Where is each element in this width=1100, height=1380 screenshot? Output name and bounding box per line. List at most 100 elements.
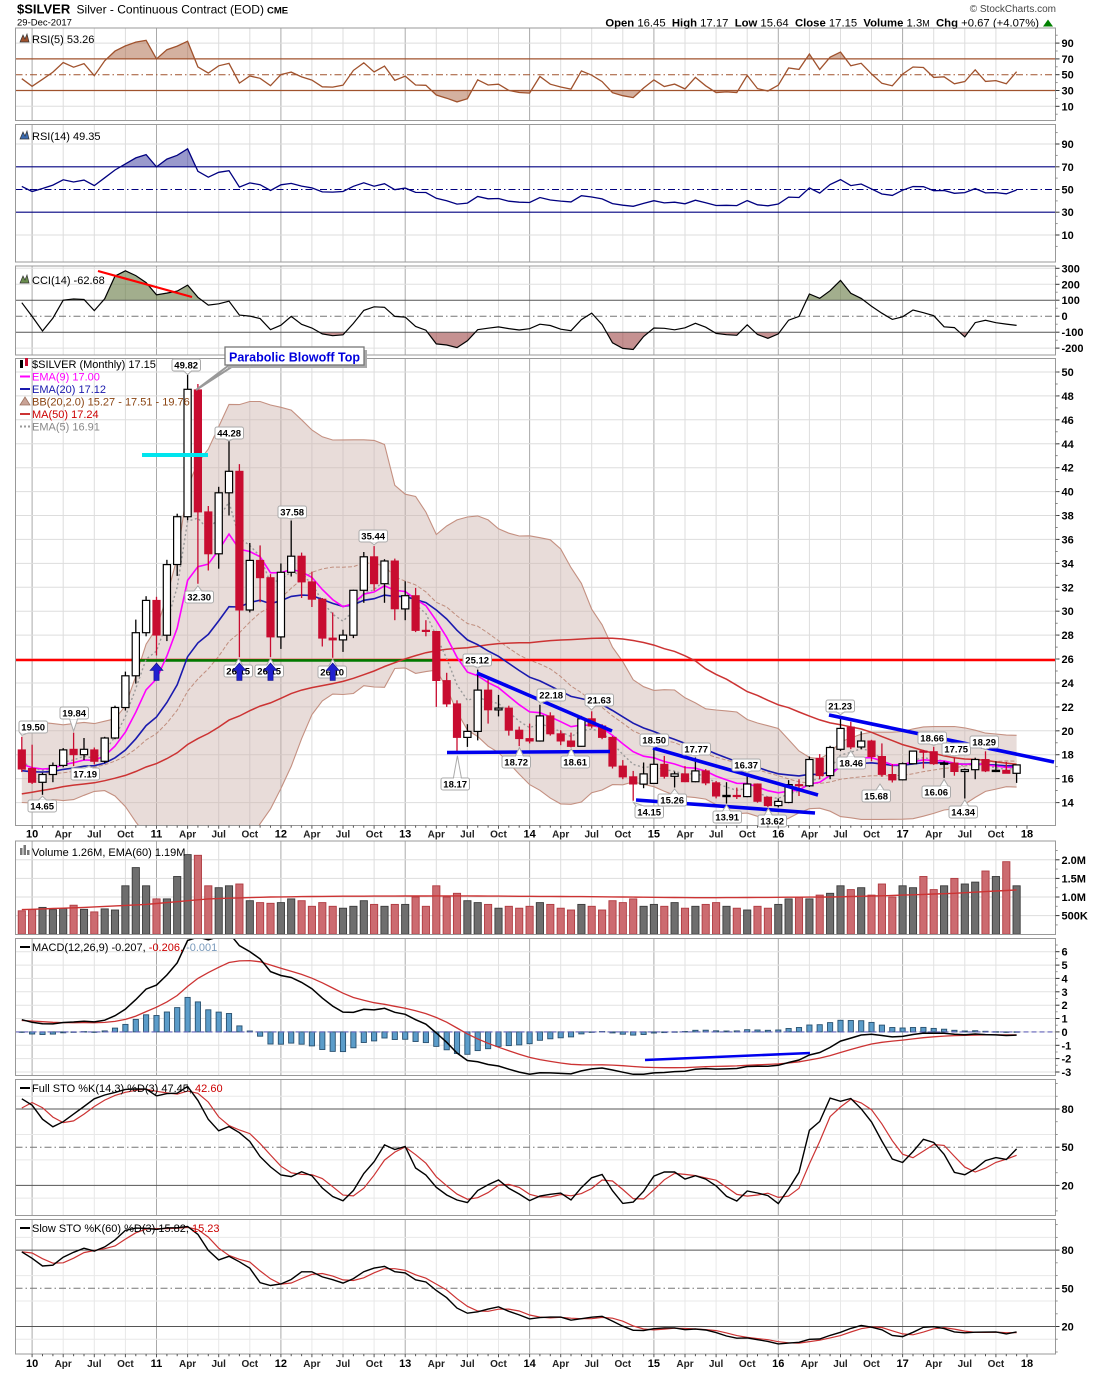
svg-text:Oct: Oct	[241, 830, 258, 841]
svg-text:15.26: 15.26	[660, 796, 684, 807]
svg-text:10: 10	[26, 829, 38, 841]
svg-text:Oct: Oct	[490, 1359, 507, 1370]
svg-text:18: 18	[1021, 1358, 1033, 1370]
svg-text:6: 6	[1062, 947, 1068, 959]
svg-text:Oct: Oct	[988, 1359, 1005, 1370]
svg-text:MACD(12,26,9) -0.207, -0.206,: MACD(12,26,9) -0.207, -0.206, -0.001	[32, 942, 217, 954]
svg-text:90: 90	[1062, 139, 1074, 151]
svg-text:11: 11	[151, 829, 163, 841]
svg-text:13: 13	[399, 1358, 411, 1370]
svg-text:37.58: 37.58	[280, 508, 304, 519]
svg-text:Apr: Apr	[552, 1359, 569, 1370]
svg-text:20: 20	[1062, 726, 1074, 738]
svg-text:17.75: 17.75	[944, 745, 968, 756]
svg-text:11: 11	[151, 1358, 163, 1370]
svg-text:2.0M: 2.0M	[1062, 855, 1086, 867]
svg-text:Apr: Apr	[303, 830, 320, 841]
svg-text:0: 0	[1062, 311, 1068, 323]
svg-text:16: 16	[772, 1358, 784, 1370]
svg-text:14.15: 14.15	[637, 808, 661, 819]
svg-text:18.66: 18.66	[920, 734, 944, 745]
svg-text:15.68: 15.68	[864, 792, 888, 803]
svg-text:21.63: 21.63	[587, 696, 611, 707]
svg-text:Apr: Apr	[925, 1359, 942, 1370]
svg-text:5: 5	[1062, 960, 1068, 972]
svg-text:17.77: 17.77	[684, 745, 708, 756]
svg-text:49.82: 49.82	[174, 361, 198, 372]
svg-text:16.06: 16.06	[924, 788, 948, 799]
svg-text:Jul: Jul	[336, 1359, 351, 1370]
svg-text:Full STO %K(14,3) %D(3) 47.45,: Full STO %K(14,3) %D(3) 47.45, 42.60	[32, 1083, 223, 1095]
svg-text:48: 48	[1062, 391, 1074, 403]
svg-text:36: 36	[1062, 534, 1074, 546]
svg-text:Apr: Apr	[428, 1359, 445, 1370]
svg-text:10: 10	[1062, 230, 1074, 242]
svg-text:Apr: Apr	[55, 1359, 72, 1370]
svg-text:70: 70	[1062, 54, 1074, 66]
svg-text:-1: -1	[1062, 1040, 1072, 1052]
svg-text:EMA(20) 17.12: EMA(20) 17.12	[32, 384, 106, 396]
svg-text:10: 10	[26, 1358, 38, 1370]
svg-text:24: 24	[1062, 678, 1075, 690]
svg-text:Oct: Oct	[366, 1359, 383, 1370]
svg-text:Apr: Apr	[801, 1359, 818, 1370]
svg-text:18.72: 18.72	[504, 758, 528, 769]
svg-text:50: 50	[1062, 185, 1074, 197]
svg-text:50: 50	[1062, 1283, 1074, 1295]
svg-text:12: 12	[275, 829, 287, 841]
svg-text:30: 30	[1062, 207, 1074, 219]
svg-text:30: 30	[1062, 606, 1074, 618]
svg-text:50: 50	[1062, 1142, 1074, 1154]
svg-text:-2: -2	[1062, 1054, 1072, 1066]
svg-text:44: 44	[1062, 439, 1075, 451]
svg-text:Oct: Oct	[739, 1359, 756, 1370]
svg-text:© StockCharts.com: © StockCharts.com	[970, 4, 1056, 15]
svg-text:Jul: Jul	[211, 830, 226, 841]
svg-text:Open 16.45 High 17.17 Low 15: Open 16.45 High 17.17 Low 15.64 Close 17…	[605, 18, 1039, 30]
svg-text:70: 70	[1062, 162, 1074, 174]
svg-text:Apr: Apr	[428, 830, 445, 841]
svg-text:BB(20,2.0) 15.27 - 17.51 - 19.: BB(20,2.0) 15.27 - 17.51 - 19.76	[32, 397, 190, 409]
svg-text:18: 18	[1021, 829, 1033, 841]
svg-text:Oct: Oct	[863, 830, 880, 841]
svg-text:14: 14	[1062, 798, 1075, 810]
svg-text:Apr: Apr	[676, 830, 693, 841]
svg-text:Jul: Jul	[958, 1359, 973, 1370]
svg-text:1: 1	[1062, 1014, 1068, 1026]
svg-text:28: 28	[1062, 630, 1074, 642]
svg-text:38: 38	[1062, 511, 1074, 523]
svg-text:Apr: Apr	[925, 830, 942, 841]
svg-text:19.50: 19.50	[21, 723, 45, 734]
svg-text:EMA(5) 16.91: EMA(5) 16.91	[32, 422, 100, 434]
svg-text:15: 15	[648, 829, 660, 841]
svg-text:Oct: Oct	[117, 830, 134, 841]
svg-text:Oct: Oct	[739, 830, 756, 841]
svg-text:Parabolic Blowoff Top: Parabolic Blowoff Top	[229, 351, 360, 365]
svg-text:Apr: Apr	[179, 1359, 196, 1370]
svg-text:Jul: Jul	[87, 1359, 102, 1370]
svg-text:17.19: 17.19	[73, 770, 97, 781]
svg-text:0: 0	[1062, 1027, 1068, 1039]
svg-text:21.23: 21.23	[828, 702, 852, 713]
svg-text:-100: -100	[1062, 327, 1084, 339]
svg-text:CCI(14) -62.68: CCI(14) -62.68	[32, 275, 105, 287]
svg-text:17: 17	[896, 1358, 908, 1370]
svg-text:Jul: Jul	[460, 1359, 475, 1370]
svg-text:14.34: 14.34	[951, 808, 975, 819]
svg-text:13: 13	[399, 829, 411, 841]
svg-text:Oct: Oct	[241, 1359, 258, 1370]
svg-text:32: 32	[1062, 582, 1074, 594]
svg-text:Apr: Apr	[179, 830, 196, 841]
svg-text:Oct: Oct	[614, 830, 631, 841]
svg-text:200: 200	[1062, 279, 1080, 291]
svg-text:Oct: Oct	[614, 1359, 631, 1370]
svg-text:Jul: Jul	[833, 1359, 848, 1370]
svg-text:40: 40	[1062, 487, 1074, 499]
svg-text:Apr: Apr	[552, 830, 569, 841]
svg-text:20: 20	[1062, 1180, 1074, 1192]
svg-text:13.62: 13.62	[760, 817, 784, 828]
svg-text:Apr: Apr	[676, 1359, 693, 1370]
svg-text:46: 46	[1062, 415, 1074, 427]
svg-text:18.17: 18.17	[443, 780, 467, 791]
svg-text:500K: 500K	[1062, 911, 1088, 923]
